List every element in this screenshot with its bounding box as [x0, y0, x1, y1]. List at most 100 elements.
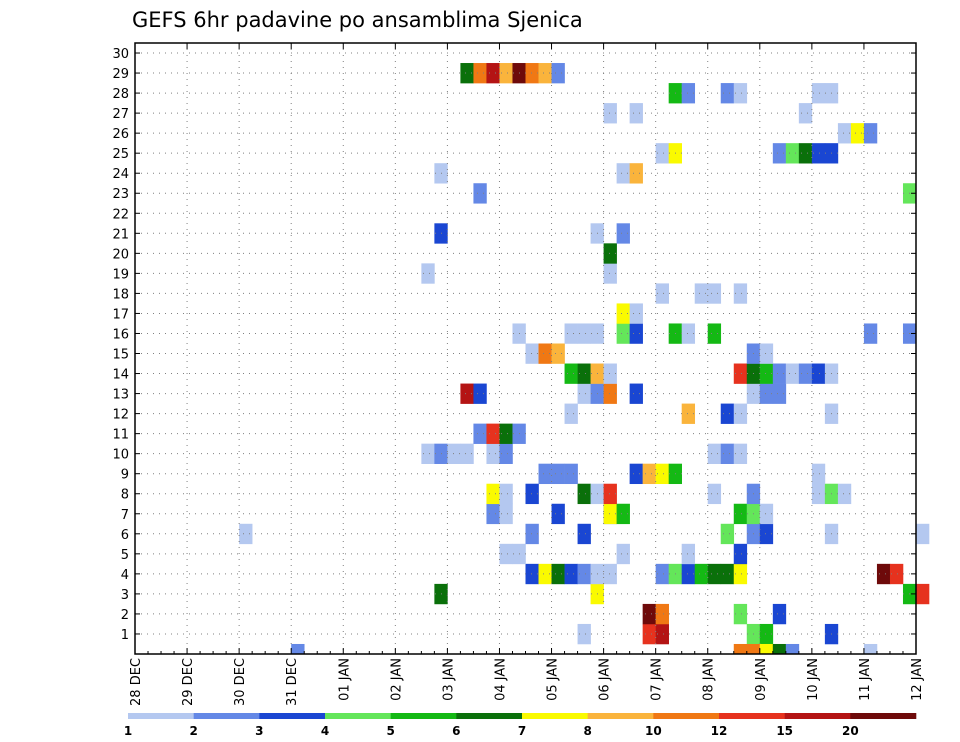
cell-mark: [720, 523, 735, 545]
x-tick-label: 04 JAN: [493, 658, 508, 701]
cell-mark: [720, 83, 735, 104]
cell-mark: [733, 603, 748, 625]
cell-mark: [772, 603, 787, 625]
y-tick-label: 26: [112, 127, 129, 142]
cell-mark: [473, 383, 487, 404]
legend-swatch: [128, 713, 194, 719]
cell-mark: [759, 363, 774, 384]
y-tick-label: 16: [112, 327, 129, 342]
legend-label: 6: [452, 724, 460, 738]
legend-swatch: [719, 713, 785, 719]
cell-mark: [577, 323, 591, 344]
cell-mark: [473, 183, 487, 204]
legend-label: 12: [711, 724, 728, 738]
cell-mark: [707, 483, 722, 505]
cell-mark: [525, 523, 539, 545]
cell-mark: [707, 563, 722, 585]
x-tick-label: 01 JAN: [337, 658, 352, 701]
cell-mark: [629, 463, 643, 485]
cell-mark: [733, 283, 748, 304]
y-tick-label: 8: [121, 488, 129, 503]
cell-mark: [811, 143, 826, 164]
y-tick-label: 13: [112, 388, 129, 403]
cell-mark: [564, 323, 578, 344]
legend-label: 15: [776, 724, 793, 738]
x-tick-label: 05 JAN: [546, 658, 561, 701]
cell-mark: [798, 363, 813, 384]
cell-mark: [889, 563, 904, 585]
legend-label: 5: [386, 724, 394, 738]
cell-mark: [837, 483, 852, 505]
cell-mark: [525, 343, 539, 364]
cell-mark: [616, 163, 630, 184]
cell-mark: [811, 483, 826, 505]
cell-mark: [603, 103, 617, 124]
y-tick-label: 12: [112, 408, 129, 423]
cell-mark: [863, 323, 878, 344]
cell-mark: [603, 363, 617, 384]
cell-mark: [772, 363, 787, 384]
cell-mark: [642, 463, 656, 485]
cell-mark: [837, 123, 852, 144]
y-tick-label: 22: [112, 207, 129, 222]
cell-mark: [421, 263, 435, 284]
cell-mark: [564, 363, 578, 384]
cell-mark: [694, 563, 709, 585]
cell-mark: [759, 383, 774, 404]
cell-mark: [473, 423, 487, 444]
cell-mark: [616, 323, 630, 344]
cell-mark: [681, 543, 696, 565]
cell-mark: [499, 63, 513, 84]
y-tick-label: 10: [112, 448, 129, 463]
x-tick-label: 31 DEC: [285, 658, 300, 706]
legend-swatch: [784, 713, 851, 719]
cell-mark: [916, 523, 930, 545]
y-tick-label: 27: [112, 107, 129, 122]
legend-swatch: [390, 713, 457, 719]
y-tick-label: 4: [121, 568, 129, 583]
strip-cell-mark: [863, 643, 878, 654]
cell-mark: [916, 583, 930, 605]
y-tick-label: 17: [112, 307, 129, 322]
cell-mark: [733, 563, 748, 585]
cell-mark: [629, 163, 643, 184]
cell-mark: [707, 283, 722, 304]
cell-mark: [525, 63, 539, 84]
cell-mark: [733, 443, 748, 464]
y-tick-label: 28: [112, 87, 129, 102]
cell-mark: [603, 263, 617, 284]
cell-mark: [863, 123, 878, 144]
axes-layer: 1234567891011121314151617181920212223242…: [112, 42, 925, 706]
cell-mark: [655, 563, 669, 585]
cell-mark: [499, 483, 513, 505]
y-tick-label: 5: [121, 548, 129, 563]
strip-cell-mark: [759, 643, 774, 654]
cell-mark: [681, 323, 696, 344]
x-tick-label: 08 JAN: [702, 658, 717, 701]
cell-mark: [564, 463, 578, 485]
cell-mark: [421, 443, 435, 464]
legend-swatch: [850, 713, 917, 719]
cell-mark: [564, 403, 578, 424]
plot-frame: [134, 42, 917, 655]
cell-mark: [850, 123, 865, 144]
cell-mark: [720, 443, 735, 464]
cell-mark: [577, 623, 591, 645]
cell-mark: [603, 383, 617, 404]
cell-mark: [655, 143, 669, 164]
cell-mark: [603, 483, 617, 505]
cell-mark: [551, 343, 565, 364]
legend-label: 10: [645, 724, 662, 738]
cell-mark: [447, 443, 461, 464]
strip-cell-mark: [746, 643, 761, 654]
cell-mark: [785, 143, 800, 164]
cell-mark: [551, 463, 565, 485]
legend-swatch: [325, 713, 391, 719]
cell-mark: [616, 303, 630, 324]
cell-mark: [733, 543, 748, 565]
strip-cell-mark: [733, 643, 748, 654]
cell-mark: [239, 523, 253, 545]
cell-mark: [460, 443, 474, 464]
cell-mark: [525, 483, 539, 505]
x-tick-label: 11 JAN: [858, 658, 873, 701]
